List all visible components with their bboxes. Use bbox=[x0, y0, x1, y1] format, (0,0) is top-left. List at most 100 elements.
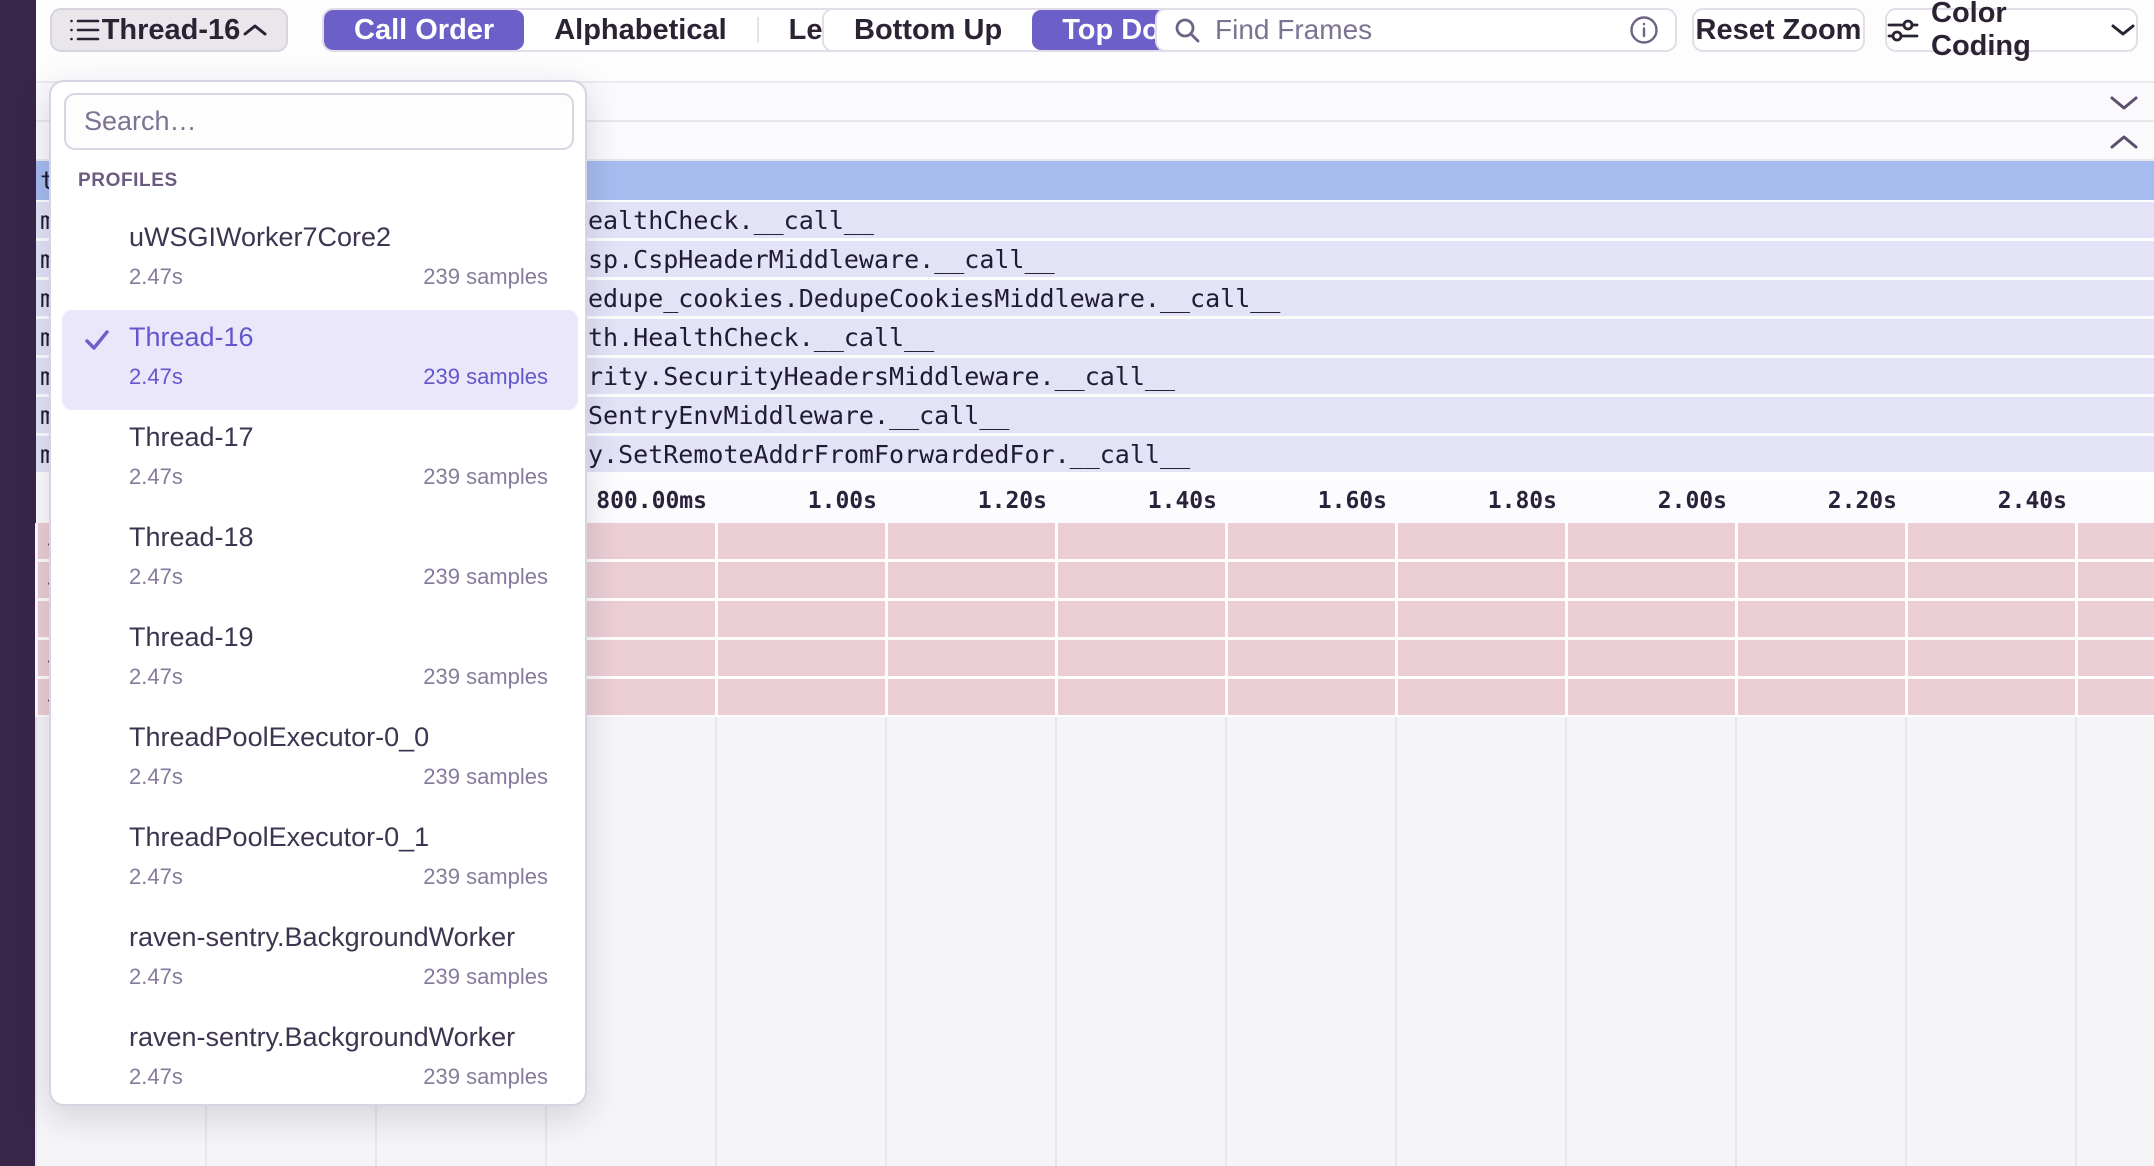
profile-item-raven-sentry-backgroundworker[interactable]: raven-sentry.BackgroundWorker 2.47s 239 sa… bbox=[62, 910, 578, 1010]
list-icon bbox=[70, 17, 100, 43]
grid-line bbox=[715, 717, 717, 1166]
profile-duration: 2.47s bbox=[129, 964, 183, 989]
profile-meta: 2.47s 239 samples bbox=[129, 364, 548, 390]
checkmark-icon bbox=[83, 326, 111, 354]
profile-duration: 2.47s bbox=[129, 364, 183, 389]
time-axis-tick: 2.20s bbox=[1827, 488, 1897, 514]
frame-label: ealthCheck.__call__ bbox=[588, 206, 874, 235]
frame-label: y.SetRemoteAddrFromForwardedFor.__call__ bbox=[588, 440, 1191, 469]
profile-duration: 2.47s bbox=[129, 864, 183, 889]
grid-line bbox=[35, 523, 38, 717]
segment-divider bbox=[756, 17, 759, 43]
profile-samples: 239 samples bbox=[423, 464, 548, 489]
profile-name: Thread-17 bbox=[129, 422, 254, 452]
profile-item-thread-18[interactable]: Thread-18 2.47s 239 samples bbox=[62, 510, 578, 610]
grid-line bbox=[1055, 717, 1057, 1166]
profile-duration: 2.47s bbox=[129, 764, 183, 789]
profile-name: ThreadPoolExecutor-0_1 bbox=[129, 822, 430, 852]
app-sidebar-strip bbox=[0, 0, 36, 1166]
thread-selector-label: Thread-16 bbox=[101, 13, 241, 46]
profile-duration: 2.47s bbox=[129, 1064, 183, 1089]
time-axis-tick: 1.40s bbox=[1147, 488, 1217, 514]
time-axis-tick: 1.00s bbox=[807, 488, 877, 514]
profile-meta: 2.47s 239 samples bbox=[129, 264, 548, 290]
grid-line bbox=[885, 523, 888, 717]
grid-line bbox=[1565, 523, 1568, 717]
grid-line bbox=[1395, 717, 1397, 1166]
profile-samples: 239 samples bbox=[423, 664, 548, 689]
direction-option-bottom-up[interactable]: Bottom Up bbox=[824, 10, 1033, 50]
time-axis-tick: 1.20s bbox=[977, 488, 1047, 514]
profile-samples: 239 samples bbox=[423, 1064, 548, 1089]
profile-duration: 2.47s bbox=[129, 264, 183, 289]
profile-samples: 239 samples bbox=[423, 864, 548, 889]
frame-label: SentryEnvMiddleware.__call__ bbox=[588, 401, 1010, 430]
profile-samples: 239 samples bbox=[423, 364, 548, 389]
sliders-icon bbox=[1887, 17, 1919, 43]
profile-item-raven-sentry-backgroundworker[interactable]: raven-sentry.BackgroundWorker 2.47s 239 sa… bbox=[62, 1010, 578, 1110]
thread-selector-button[interactable]: Thread-16 bbox=[50, 8, 288, 52]
frame-label: edupe_cookies.DedupeCookiesMiddleware.__… bbox=[588, 284, 1281, 313]
frame-label: th.HealthCheck.__call__ bbox=[588, 323, 935, 352]
profile-item-thread-19[interactable]: Thread-19 2.47s 239 samples bbox=[62, 610, 578, 710]
profile-name: Thread-16 bbox=[129, 322, 254, 352]
grid-line bbox=[1735, 523, 1738, 717]
profile-meta: 2.47s 239 samples bbox=[129, 664, 548, 690]
grid-line bbox=[2075, 717, 2077, 1166]
grid-line bbox=[35, 717, 37, 1166]
grid-line bbox=[1055, 523, 1058, 717]
sort-option-alphabetical[interactable]: Alphabetical bbox=[524, 10, 757, 50]
profile-name: Thread-19 bbox=[129, 622, 254, 652]
profile-meta: 2.47s 239 samples bbox=[129, 1064, 548, 1090]
toolbar-divider bbox=[36, 81, 2154, 83]
grid-line bbox=[885, 717, 887, 1166]
profile-samples: 239 samples bbox=[423, 964, 548, 989]
profile-samples: 239 samples bbox=[423, 264, 548, 289]
time-axis-tick: 1.80s bbox=[1487, 488, 1557, 514]
search-icon bbox=[1173, 16, 1201, 44]
color-coding-button[interactable]: Color Coding bbox=[1885, 0, 2138, 62]
reset-zoom-button[interactable]: Reset Zoom bbox=[1692, 8, 1865, 52]
profile-name: raven-sentry.BackgroundWorker bbox=[129, 922, 516, 952]
thread-profiles-dropdown: PROFILES uWSGIWorker7Core2 2.47s 239 sampl… bbox=[49, 80, 587, 1106]
profile-name: Thread-18 bbox=[129, 522, 254, 552]
profile-item-threadpoolexecutor-0-0[interactable]: ThreadPoolExecutor-0_0 2.47s 239 samples bbox=[62, 710, 578, 810]
profile-meta: 2.47s 239 samples bbox=[129, 764, 548, 790]
time-axis-tick: 2.40s bbox=[1997, 488, 2067, 514]
profile-meta: 2.47s 239 samples bbox=[129, 964, 548, 990]
chevron-up-icon[interactable] bbox=[2108, 132, 2140, 152]
grid-line bbox=[1225, 717, 1227, 1166]
chevron-down-icon[interactable] bbox=[2108, 93, 2140, 113]
grid-line bbox=[1735, 717, 1737, 1166]
profiles-section-label: PROFILES bbox=[78, 170, 178, 191]
profile-meta: 2.47s 239 samples bbox=[129, 464, 548, 490]
profile-samples: 239 samples bbox=[423, 764, 548, 789]
profiles-search-input[interactable] bbox=[64, 93, 574, 150]
grid-line bbox=[715, 523, 718, 717]
chevron-up-icon bbox=[242, 22, 268, 38]
profile-name: uWSGIWorker7Core2 bbox=[129, 222, 392, 252]
sort-option-call-order[interactable]: Call Order bbox=[324, 10, 525, 50]
time-axis-tick: 800.00ms bbox=[596, 488, 707, 514]
find-frames-field[interactable] bbox=[1155, 8, 1677, 52]
profile-name: ThreadPoolExecutor-0_0 bbox=[129, 722, 430, 752]
profile-meta: 2.47s 239 samples bbox=[129, 864, 548, 890]
profile-duration: 2.47s bbox=[129, 564, 183, 589]
find-frames-input[interactable] bbox=[1213, 13, 1617, 47]
profile-samples: 239 samples bbox=[423, 564, 548, 589]
time-axis-tick: 1.60s bbox=[1317, 488, 1387, 514]
grid-line bbox=[1395, 523, 1398, 717]
profiles-list: uWSGIWorker7Core2 2.47s 239 samples Thread-… bbox=[62, 210, 578, 1110]
profile-item-thread-16[interactable]: Thread-16 2.47s 239 samples bbox=[62, 310, 578, 410]
profile-item-thread-17[interactable]: Thread-17 2.47s 239 samples bbox=[62, 410, 578, 510]
reset-zoom-label: Reset Zoom bbox=[1695, 13, 1862, 46]
time-axis-tick: 2.00s bbox=[1657, 488, 1727, 514]
profile-item-uwsgiworker7core2[interactable]: uWSGIWorker7Core2 2.47s 239 samples bbox=[62, 210, 578, 310]
frame-label: sp.CspHeaderMiddleware.__call__ bbox=[588, 245, 1055, 274]
info-icon[interactable] bbox=[1629, 15, 1659, 45]
grid-line bbox=[1905, 523, 1908, 717]
frame-label: rity.SecurityHeadersMiddleware.__call__ bbox=[588, 362, 1175, 391]
profile-item-threadpoolexecutor-0-1[interactable]: ThreadPoolExecutor-0_1 2.47s 239 samples bbox=[62, 810, 578, 910]
